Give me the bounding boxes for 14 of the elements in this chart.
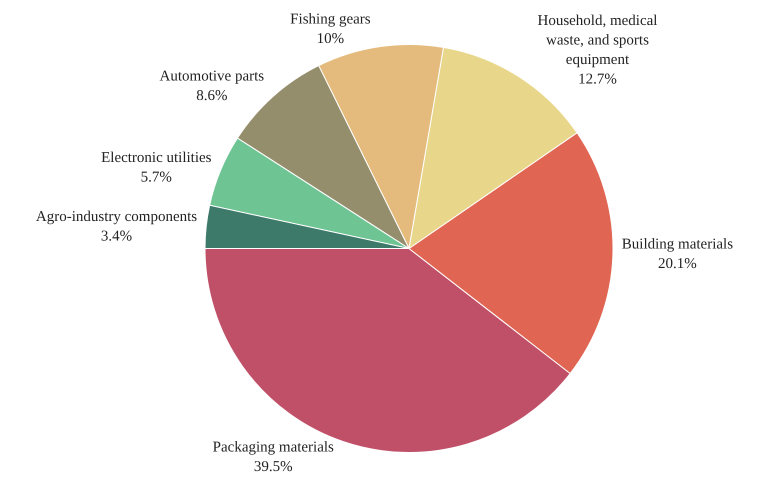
slice-label: Fishing gears <box>290 11 371 28</box>
data-label: 8.6% <box>196 88 228 104</box>
slice-label: Packaging materials <box>212 440 334 456</box>
data-label: 10% <box>316 30 344 47</box>
data-label: 12.7% <box>578 71 617 88</box>
slice-label: Automotive parts <box>160 68 264 85</box>
data-label: 20.1% <box>658 256 697 272</box>
slice-label: Electronic utilities <box>101 150 212 166</box>
data-label: 5.7% <box>140 170 172 186</box>
data-label: 39.5% <box>254 459 293 476</box>
slice-label: Building materials <box>622 236 734 253</box>
slice-label: Household, medical waste, and sports equipment <box>537 12 658 68</box>
slice-label: Agro-industry components <box>36 208 198 225</box>
data-label: 3.4% <box>100 228 132 244</box>
